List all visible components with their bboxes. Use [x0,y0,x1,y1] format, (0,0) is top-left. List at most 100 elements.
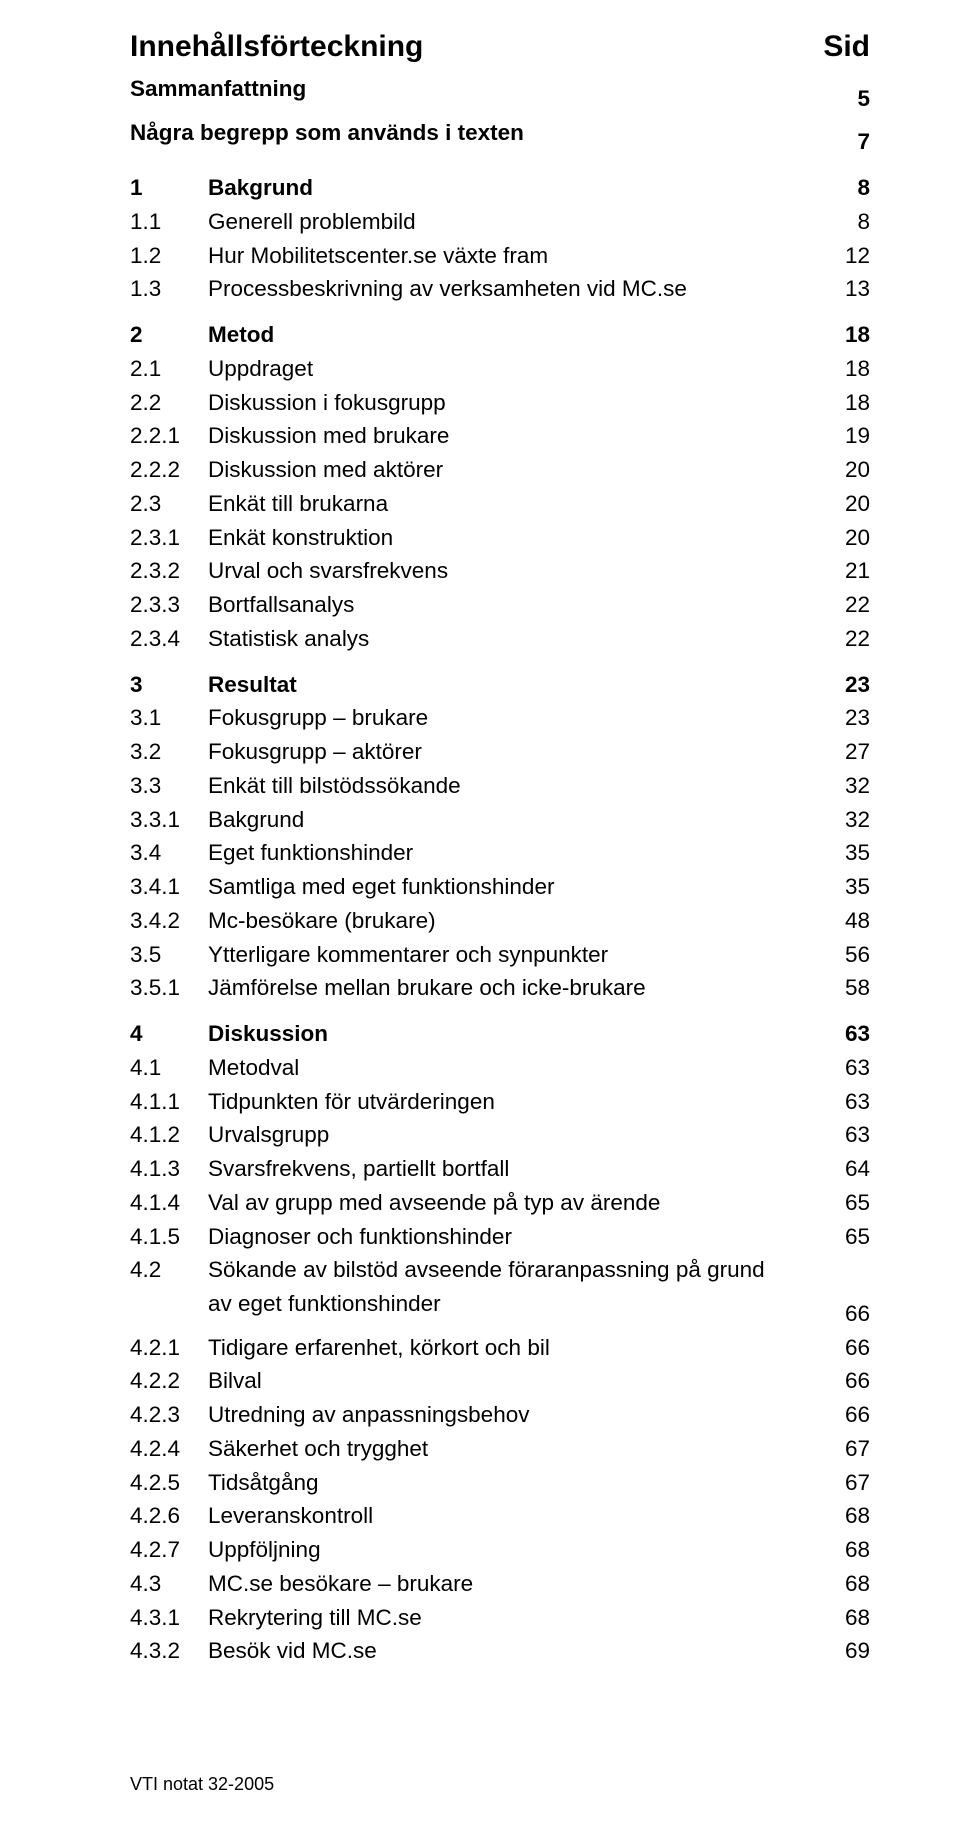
toc-entry-number: 3.2 [130,735,208,769]
toc-row: 2.2.2Diskussion med aktörer20 [130,453,870,487]
toc-entry-label: Säkerhet och trygghet [208,1432,428,1466]
toc-entry-label: Bakgrund [208,803,304,837]
toc-entry-label: Diskussion med aktörer [208,453,443,487]
toc-entry-number: 4.2.7 [130,1533,208,1567]
toc-row: 4.3MC.se besökare – brukare68 [130,1567,870,1601]
toc-entry-label: Diskussion med brukare [208,419,449,453]
toc-header: Innehållsförteckning Sid [130,30,870,64]
toc-row-left: 4.3.1Rekrytering till MC.se [130,1601,422,1635]
toc-row-left: 4.3MC.se besökare – brukare [130,1567,473,1601]
toc-entry-label: Enkät till brukarna [208,487,388,521]
toc-entry-page: 8 [830,171,870,205]
toc-row: Några begrepp som används i texten 7 [130,116,870,160]
toc-entry-number: 2.3.4 [130,622,208,656]
toc-entry-page: 63 [830,1017,870,1051]
toc-entry-page: 23 [830,668,870,702]
toc-entry-label: MC.se besökare – brukare [208,1567,473,1601]
toc-row: 1.1Generell problembild8 [130,205,870,239]
toc-row: 3.3.1Bakgrund32 [130,803,870,837]
toc-row: 3.4.1Samtliga med eget funktionshinder35 [130,870,870,904]
toc-entry-number: 4 [130,1017,208,1051]
toc-row-left: 2.3Enkät till brukarna [130,487,388,521]
toc-row-left: 4.1.5Diagnoser och funktionshinder [130,1220,512,1254]
toc-row-left: 3Resultat [130,668,297,702]
toc-row-left: 4.1.2Urvalsgrupp [130,1118,329,1152]
toc-entry-number: 3.4 [130,836,208,870]
toc-row: 2.2Diskussion i fokusgrupp18 [130,386,870,420]
toc-entry-number: 4.2.2 [130,1364,208,1398]
toc-entry-number: 4.2 [130,1253,208,1287]
toc-row: 4.1.2Urvalsgrupp63 [130,1118,870,1152]
toc-row: 4.2.5Tidsåtgång 67 [130,1466,870,1500]
toc-entry-number: 2.3.2 [130,554,208,588]
toc-entry-page: 7 [830,125,870,159]
toc-entry-label: Metodval [208,1051,299,1085]
toc-row: 3.1Fokusgrupp – brukare23 [130,701,870,735]
toc-row-left: 2.1Uppdraget [130,352,313,386]
toc-entry-page: 68 [830,1499,870,1533]
toc-row: 2.3.1Enkät konstruktion 20 [130,521,870,555]
toc-row-left: 4.2.3Utredning av anpassningsbehov [130,1398,529,1432]
toc-entry-page: 5 [830,82,870,116]
toc-page-column-header: Sid [823,30,870,64]
toc-entry-label: Diagnoser och funktionshinder [208,1220,512,1254]
toc-entry-page: 65 [830,1220,870,1254]
toc-entry-page: 63 [830,1085,870,1119]
toc-entry-number: 4.1 [130,1051,208,1085]
toc-entry-page: 18 [830,352,870,386]
toc-entry-page: 23 [830,701,870,735]
toc-entry-label: Statistisk analys [208,622,369,656]
toc-row-left: 3.5.1Jämförelse mellan brukare och icke-… [130,971,646,1005]
toc-entry-number: 4.3 [130,1567,208,1601]
toc-entry-label: Processbeskrivning av verksamheten vid M… [208,272,687,306]
toc-entry-number: 4.2.6 [130,1499,208,1533]
toc-entry-page: 68 [830,1533,870,1567]
toc-entry-page: 32 [830,803,870,837]
toc-entry-label: Diskussion [208,1017,328,1051]
toc-entry-number: 2.3.1 [130,521,208,555]
toc-row-left: 4Diskussion [130,1017,328,1051]
toc-row: 4.2.4Säkerhet och trygghet 67 [130,1432,870,1466]
toc-entry-label: Ytterligare kommentarer och synpunkter [208,938,608,972]
toc-row: 4.2.1Tidigare erfarenhet, körkort och bi… [130,1331,870,1365]
toc-entry-label: Uppdraget [208,352,313,386]
toc-row: 4.2Sökande av bilstöd avseende föraranpa… [130,1253,870,1287]
toc-row-left: 4.2.2Bilval [130,1364,262,1398]
section-gap [130,159,870,171]
toc-entry-number: 1 [130,171,208,205]
toc-row-left: 4.2.5Tidsåtgång [130,1466,319,1500]
toc-row: 4.3.1Rekrytering till MC.se68 [130,1601,870,1635]
toc-row-left: av eget funktionshinder [130,1287,441,1321]
footer-text: VTI notat 32-2005 [130,1774,274,1795]
toc-row-left: 2.3.4Statistisk analys [130,622,369,656]
toc-entry-label: Val av grupp med avseende på typ av ären… [208,1186,660,1220]
toc-row: 2.3.2Urval och svarsfrekvens21 [130,554,870,588]
toc-row-left: 2.3.2Urval och svarsfrekvens [130,554,448,588]
toc-entry-label: Enkät konstruktion [208,521,393,555]
toc-row: 2.3Enkät till brukarna20 [130,487,870,521]
toc-row-left: 4.2.4Säkerhet och trygghet [130,1432,428,1466]
toc-row: 4.1.3Svarsfrekvens, partiellt bortfall64 [130,1152,870,1186]
toc-row: 4Diskussion 63 [130,1017,870,1051]
toc-row-left: 1.2Hur Mobilitetscenter.se växte fram [130,239,548,273]
toc-row-left: 4.2.7Uppföljning [130,1533,321,1567]
toc-entry-page: 8 [830,205,870,239]
toc-entry-page: 67 [830,1432,870,1466]
toc-row: 2.3.3Bortfallsanalys22 [130,588,870,622]
toc-entry-label: Uppföljning [208,1533,321,1567]
toc-entry-page: 20 [830,521,870,555]
toc-row-left: 4.2Sökande av bilstöd avseende föraranpa… [130,1253,765,1287]
toc-entry-label: Tidsåtgång [208,1466,319,1500]
toc-entry-number: 4.2.1 [130,1331,208,1365]
toc-row: 3.5Ytterligare kommentarer och synpunkte… [130,938,870,972]
toc-entry-page: 22 [830,622,870,656]
toc-entry-page: 66 [830,1364,870,1398]
toc-row: 1Bakgrund8 [130,171,870,205]
toc-entry-number: 3 [130,668,208,702]
toc-row: 4.1.1Tidpunkten för utvärderingen63 [130,1085,870,1119]
toc-row-left: Några begrepp som används i texten [130,116,524,150]
toc-entry-page: 66 [830,1297,870,1331]
toc-row-left: 2.2.1Diskussion med brukare [130,419,449,453]
toc-entry-page: 67 [830,1466,870,1500]
toc-entry-label: Urval och svarsfrekvens [208,554,448,588]
